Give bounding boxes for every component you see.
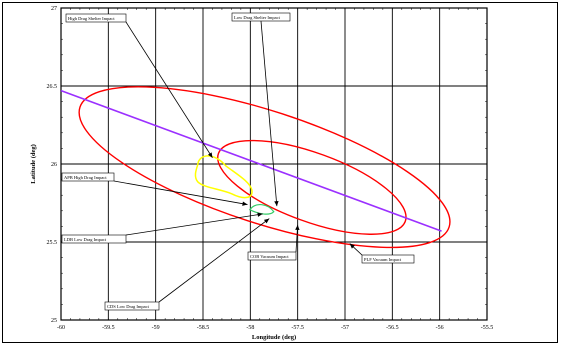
annotation-arrow-head: [274, 200, 279, 207]
x-axis-label: Longitude (deg): [252, 334, 296, 341]
series-layer: [60, 89, 442, 232]
plot-border: [60, 7, 488, 321]
annotation-arrow-line: [260, 20, 278, 207]
x-tick-label: -56.5: [386, 325, 399, 331]
annotation-arrow-head: [349, 243, 355, 249]
inner-dispersion-ellipse: [217, 139, 407, 235]
chart-frame: [2, 2, 558, 343]
annotation-arrow-head: [242, 201, 248, 206]
high-drag-region: [194, 155, 253, 199]
annotation-label: LDB Low Drag Impact: [64, 237, 107, 242]
y-axis-label: Latitude (deg): [30, 144, 37, 184]
annotation-label: APB High Drag Impact: [64, 175, 107, 180]
annotation-label: High Drag Shelter Impact: [68, 16, 115, 21]
annotation-box: [361, 254, 415, 264]
annotation-label: Low Drag Shelter Impact: [234, 15, 281, 20]
annotation-arrow-line: [125, 21, 213, 158]
annotation-label: PLF Vacuum Impact: [364, 257, 402, 262]
annotation-box: [61, 172, 115, 182]
annotation-arrow-line: [125, 213, 263, 236]
y-tick-label: 25.5: [47, 240, 58, 246]
y-tick-label: 26.5: [47, 84, 58, 90]
low-drag-region: [248, 204, 275, 215]
y-tick-label: 26: [51, 162, 57, 168]
annotation-box: [65, 13, 127, 23]
annotation-arrow-line: [113, 180, 248, 205]
grid: [60, 7, 488, 321]
annotation-arrow-head: [263, 218, 270, 224]
annotation-box: [104, 301, 160, 311]
annotation-arrow-head: [207, 152, 213, 158]
x-tick-label: -59.5: [102, 325, 115, 331]
annotations: High Drag Shelter Impact Low Drag Shelter…: [61, 12, 415, 311]
x-tick-label: -56: [436, 325, 444, 331]
x-tick-label: -58.5: [197, 325, 210, 331]
annotation-label: CDS Low Drag Impact: [107, 304, 150, 309]
annotation-label: COB Vacuum Impact: [250, 254, 289, 259]
x-tick-label: -58: [246, 325, 254, 331]
x-tick-label: -55.5: [481, 325, 494, 331]
x-tick-label: -57.5: [291, 325, 304, 331]
y-tick-label: 27: [51, 6, 57, 12]
y-tick-label: 25: [51, 318, 57, 324]
x-tick-label: -60: [57, 325, 65, 331]
impact-regions: [78, 86, 451, 249]
ground-track-line: [60, 89, 442, 232]
tick-labels: -60 -59.5 -59 -58.5 -58 -57.5 -57 -56.5 -56 -55.5…: [47, 6, 494, 331]
annotation-arrow-line: [158, 218, 270, 303]
annotation-box: [61, 234, 127, 244]
outer-dispersion-ellipse: [78, 86, 451, 249]
annotation-arrow-head: [295, 224, 300, 230]
annotation-arrow-head: [257, 212, 263, 217]
annotation-box: [247, 251, 297, 261]
x-tick-label: -57: [341, 325, 349, 331]
x-tick-label: -59: [152, 325, 160, 331]
